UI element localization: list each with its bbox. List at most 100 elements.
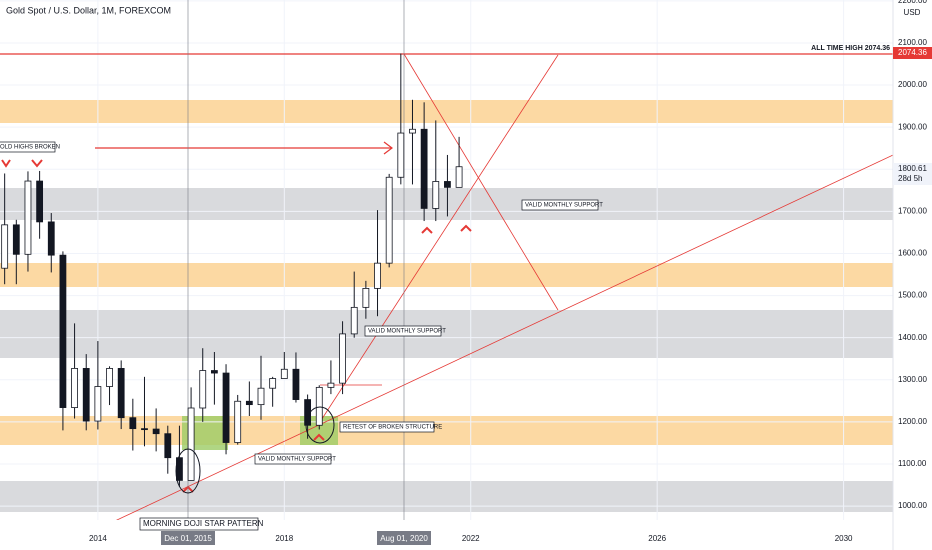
candle-body: [71, 368, 78, 408]
y-tick-label: 1500.00: [898, 291, 927, 300]
candle-body: [432, 181, 440, 209]
trendline: [99, 154, 894, 529]
arrow-head: [383, 141, 393, 155]
candle-body: [397, 132, 405, 178]
crosshair-label: Dec 01, 2015: [164, 534, 212, 543]
currency: USD: [904, 8, 921, 17]
candle-body: [94, 386, 102, 422]
crosshair-label: Aug 01, 2020: [380, 534, 428, 543]
candle-body: [409, 128, 416, 134]
candle-body: [234, 400, 242, 443]
resistance-zone: [0, 416, 893, 445]
candle-body: [444, 181, 451, 188]
trendline: [317, 54, 559, 426]
annotation-box: [254, 453, 332, 465]
candle-body: [292, 368, 300, 400]
candle-body: [327, 382, 335, 388]
drawings: [0, 53, 894, 529]
x-axis: [0, 520, 893, 550]
circle: [175, 448, 201, 494]
y-tick-label: 1100.00: [898, 459, 927, 468]
crosshair-box: [161, 531, 215, 545]
candle-body: [141, 428, 148, 431]
support-zone: [0, 188, 893, 220]
candle-body: [24, 180, 32, 255]
y-tick-label: 1200.00: [898, 417, 927, 426]
marker: [31, 159, 43, 168]
candle-body: [385, 176, 393, 264]
annotation-box: [521, 199, 599, 211]
candle-body: [152, 428, 160, 435]
candle-body: [1, 224, 9, 269]
trendline: [403, 53, 559, 311]
annotation: VALID MONTHLY SUPPORT: [258, 457, 336, 463]
y-tick-label: 2000.00: [898, 80, 927, 89]
annotation-box: [139, 517, 259, 531]
marker: [460, 224, 472, 232]
y-tick-label: 1900.00: [898, 122, 927, 131]
resistance-zone: [0, 263, 893, 287]
y-tick-label: 1600.00: [898, 249, 927, 258]
candle-body: [222, 372, 230, 443]
circle: [305, 406, 335, 444]
y-tick-label: 1400.00: [898, 333, 927, 342]
candle-body: [187, 407, 195, 481]
candle-body: [210, 370, 218, 374]
candle-body: [257, 387, 265, 406]
candle-body: [59, 254, 67, 408]
x-tick-label: 2030: [835, 534, 853, 543]
candle-body: [117, 368, 125, 419]
support-zone: [0, 481, 893, 512]
annotation-box: [339, 421, 435, 433]
y-tick-label: 2100.00: [898, 38, 927, 47]
annotation-box: [0, 141, 56, 153]
y-tick-label: 1000.00: [898, 501, 927, 510]
marker: [421, 226, 433, 234]
x-tick-label: 2026: [648, 534, 666, 543]
annotation: MORNING DOJI STAR PATTERN: [143, 519, 264, 528]
marker: [1, 159, 11, 168]
candle-body: [199, 370, 207, 409]
candle-body: [315, 386, 323, 426]
candle-body: [82, 368, 90, 422]
crosshair-box: [377, 531, 431, 545]
candle-body: [350, 306, 358, 335]
annotation: RETEST OF BROKEN STRUCTURE: [343, 425, 442, 431]
candle-body: [362, 288, 370, 308]
x-tick-label: 2022: [462, 534, 480, 543]
annotation: OLD HIGHS BROKEN: [0, 145, 60, 151]
candle-body: [374, 262, 381, 289]
candle-body: [420, 128, 428, 209]
ath-price-box: [893, 47, 932, 59]
support-zone: [0, 310, 893, 358]
chart-title: Gold Spot / U.S. Dollar, 1M, FOREXCOM: [6, 5, 171, 15]
candle-body: [339, 333, 346, 384]
annotation: ALL TIME HIGH 2074.36: [811, 45, 890, 52]
x-tick-label: 2014: [89, 534, 107, 543]
last-price: 1800.61: [898, 164, 927, 173]
countdown: 28d 5h: [898, 174, 922, 183]
candle-body: [12, 224, 20, 255]
y-tick-label: 1300.00: [898, 375, 927, 384]
y-tick-label: 2200.00: [898, 0, 927, 5]
candle-body: [106, 368, 113, 387]
annotation-box: [364, 325, 442, 337]
x-tick-label: 2018: [275, 534, 293, 543]
candles: [1, 53, 463, 487]
resistance-zone: [0, 100, 893, 123]
candle-body: [245, 400, 253, 406]
candle-body: [36, 180, 44, 223]
candle-body: [164, 433, 172, 459]
last-price-box: [893, 163, 932, 185]
annotation: VALID MONTHLY SUPPORT: [368, 329, 446, 335]
candle-body: [269, 378, 277, 389]
marker: [313, 433, 325, 441]
candle-body: [455, 166, 463, 188]
candle-body: [47, 221, 55, 256]
y-tick-label: 1700.00: [898, 206, 927, 215]
candle-body: [129, 417, 137, 430]
candle-body: [280, 368, 288, 379]
y-axis: [893, 0, 932, 550]
annotation: VALID MONTHLY SUPPORT: [525, 203, 603, 209]
